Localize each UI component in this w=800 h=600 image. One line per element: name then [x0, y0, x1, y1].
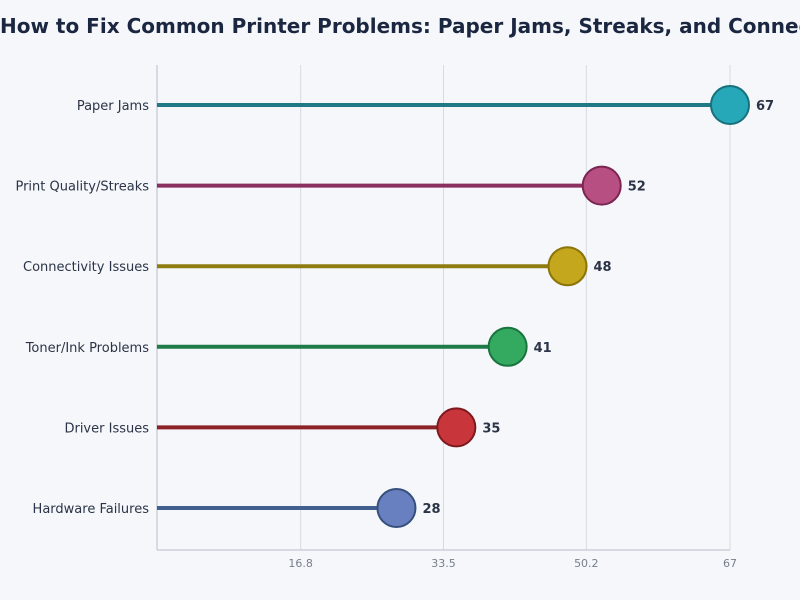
x-tick-label: 16.8	[288, 557, 313, 570]
x-tick-label: 67	[723, 557, 737, 570]
category-label: Connectivity Issues	[23, 260, 149, 275]
category-label: Driver Issues	[64, 421, 149, 436]
x-tick-labels: 16.8 33.5 50.2 67	[288, 557, 737, 570]
value-labels: 67 52 48 41 35 28	[422, 99, 774, 517]
lollipop-dot	[710, 85, 750, 125]
lollipop-stems	[157, 103, 730, 510]
category-label: Hardware Failures	[33, 502, 150, 517]
x-tick-label: 33.5	[431, 557, 456, 570]
lollipop-dot	[376, 488, 417, 528]
category-label: Paper Jams	[77, 99, 149, 114]
lollipop-dot	[436, 407, 477, 448]
value-label: 48	[594, 260, 612, 275]
lollipop-dots	[376, 85, 750, 528]
category-label: Toner/Ink Problems	[25, 341, 150, 356]
grid-lines	[300, 65, 731, 550]
value-label: 67	[756, 99, 774, 114]
category-labels: Paper Jams Print Quality/Streaks Connectiv…	[15, 99, 149, 517]
axes	[156, 65, 730, 551]
lollipop-dot	[487, 326, 528, 367]
lollipop-dot	[547, 246, 588, 287]
chart-title: How to Fix Common Printer Problems: Pape…	[0, 14, 800, 38]
category-label: Print Quality/Streaks	[15, 180, 149, 195]
lollipop-dot	[581, 165, 622, 206]
value-label: 35	[482, 421, 500, 436]
value-label: 52	[628, 180, 646, 195]
value-label: 28	[422, 502, 440, 517]
value-label: 41	[534, 341, 552, 356]
x-tick-label: 50.2	[574, 557, 599, 570]
